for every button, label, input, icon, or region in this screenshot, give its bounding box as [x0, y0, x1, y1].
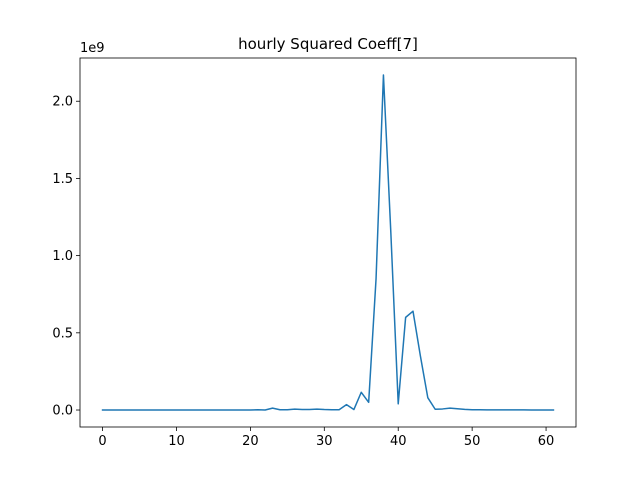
x-tick-label: 0	[98, 434, 106, 449]
x-tick-label: 10	[168, 434, 185, 449]
y-tick-label: 2.0	[52, 95, 73, 110]
x-tick-label: 40	[390, 434, 407, 449]
y-tick-label: 1.0	[52, 249, 73, 264]
x-tick-label: 50	[464, 434, 481, 449]
x-tick-label: 30	[316, 434, 333, 449]
x-tick-label: 60	[538, 434, 555, 449]
y-tick-label: 0.0	[52, 404, 73, 419]
y-axis-offset-label: 1e9	[80, 41, 105, 56]
series-line-0	[101, 74, 555, 411]
chart-title: hourly Squared Coeff[7]	[238, 35, 418, 53]
plot-area: 0 10 20 30 40 50 60 0.0 0.5 1.0 1.5 2.0	[52, 57, 577, 449]
y-tick-label: 1.5	[52, 172, 73, 187]
x-tick-label: 20	[242, 434, 259, 449]
y-tick-label: 0.5	[52, 326, 73, 341]
axes-frame	[79, 57, 577, 428]
